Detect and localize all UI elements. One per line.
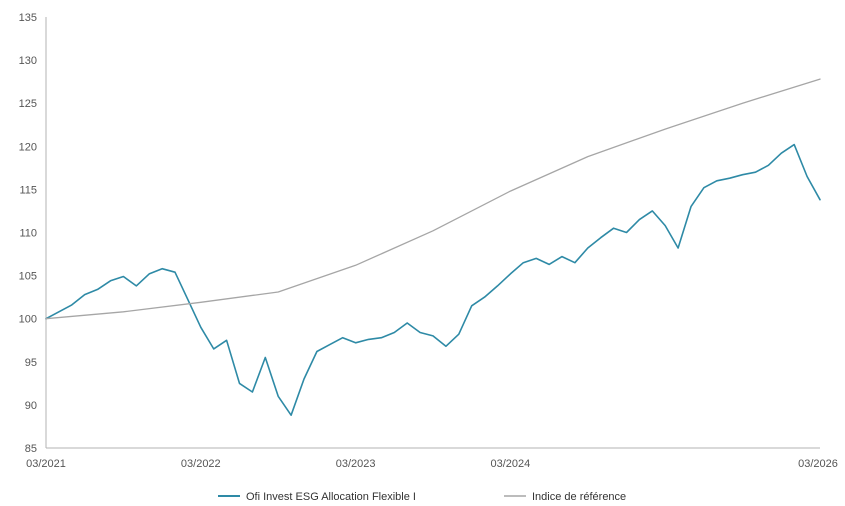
y-tick-label: 90: [25, 400, 37, 412]
y-tick-label: 130: [19, 55, 37, 67]
y-tick-label: 125: [19, 98, 37, 110]
legend-item-fund: Ofi Invest ESG Allocation Flexible I: [218, 491, 416, 503]
x-tick-label: 03/2021: [26, 458, 66, 470]
legend-item-benchmark: Indice de référence: [504, 491, 626, 503]
y-axis-ticks: 135 130 125 120 115 110 105 100 95 90 85: [19, 12, 37, 455]
legend: Ofi Invest ESG Allocation Flexible I Ind…: [218, 491, 626, 503]
y-tick-label: 100: [19, 314, 37, 326]
legend-label-fund: Ofi Invest ESG Allocation Flexible I: [246, 491, 416, 503]
y-tick-label: 85: [25, 443, 37, 455]
legend-label-benchmark: Indice de référence: [532, 491, 626, 503]
y-tick-label: 110: [19, 228, 37, 240]
x-tick-label: 03/2026: [798, 458, 838, 470]
y-tick-label: 95: [25, 357, 37, 369]
y-tick-label: 115: [19, 184, 37, 196]
y-tick-label: 135: [19, 12, 37, 24]
x-tick-label: 03/2024: [491, 458, 531, 470]
series-line-fund: [45, 143, 821, 416]
series-lines: [45, 78, 821, 416]
y-tick-label: 105: [19, 271, 37, 283]
series-line-benchmark: [45, 78, 821, 320]
x-tick-label: 03/2023: [336, 458, 376, 470]
x-axis-ticks: 03/2021 03/2022 03/2023 03/2024 03/2026: [26, 458, 838, 470]
x-tick-label: 03/2022: [181, 458, 221, 470]
y-tick-label: 120: [19, 141, 37, 153]
